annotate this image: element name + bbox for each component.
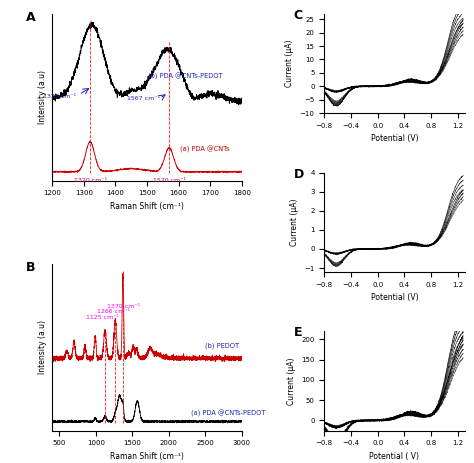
Y-axis label: Intensity (a.u): Intensity (a.u) [37,70,46,124]
Text: 1320 cm⁻¹: 1320 cm⁻¹ [73,178,107,183]
Text: (b) PEDOT: (b) PEDOT [205,342,239,349]
Text: (a) PDA @CNTs: (a) PDA @CNTs [180,145,229,152]
X-axis label: Potential (V): Potential (V) [371,293,418,302]
X-axis label: Raman Shift (cm⁻¹): Raman Shift (cm⁻¹) [110,452,184,461]
Text: 1567 cm⁻¹: 1567 cm⁻¹ [127,96,160,101]
Y-axis label: Current (μA): Current (μA) [285,40,294,87]
X-axis label: Potential ( V): Potential ( V) [369,452,419,461]
Text: (b) PDA @CNTs-PEDOT: (b) PDA @CNTs-PEDOT [148,73,223,80]
Text: A: A [26,11,35,24]
Y-axis label: Current (μA): Current (μA) [290,199,299,246]
Text: D: D [293,168,304,181]
Text: 1570 cm⁻¹: 1570 cm⁻¹ [153,178,186,183]
Text: 1125 cm⁻¹: 1125 cm⁻¹ [86,315,119,320]
Text: C: C [293,9,302,22]
Text: E: E [293,326,302,339]
Y-axis label: Intensity (a.u): Intensity (a.u) [37,320,46,374]
Text: 1266 cm⁻¹: 1266 cm⁻¹ [97,309,130,314]
Text: 1326 cm⁻¹: 1326 cm⁻¹ [43,94,76,99]
Text: (a) PDA @CNTs-PEDOT: (a) PDA @CNTs-PEDOT [191,410,265,417]
X-axis label: Potential (V): Potential (V) [371,134,418,144]
Y-axis label: Current (μA): Current (μA) [287,357,295,405]
Text: B: B [26,261,35,274]
Text: 1370 cm⁻¹: 1370 cm⁻¹ [107,304,140,309]
X-axis label: Raman Shift (cm⁻¹): Raman Shift (cm⁻¹) [110,202,184,211]
